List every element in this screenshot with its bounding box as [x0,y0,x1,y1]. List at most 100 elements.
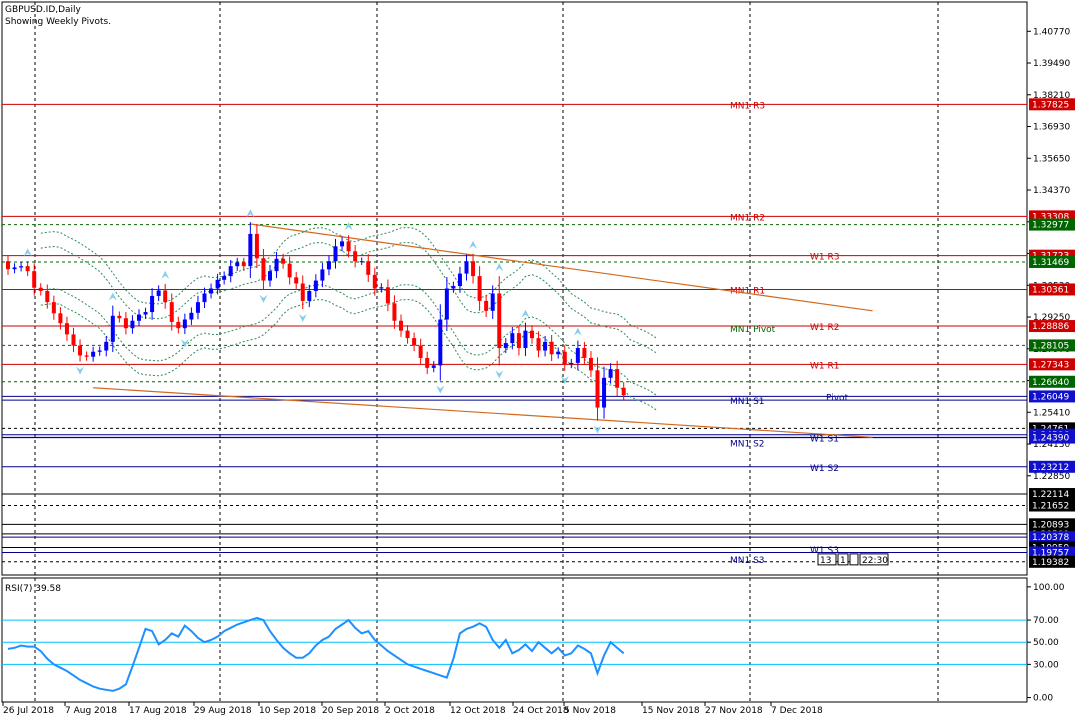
candle [241,257,246,271]
candle [58,307,63,330]
price-tick-label: 1.40770 [1033,27,1070,37]
rsi-line [7,616,625,692]
price-level-label: 1.32977 [1032,221,1069,231]
price-level-label: 1.26049 [1032,392,1069,402]
rsi-layer [2,616,1027,692]
candle [123,312,128,335]
level-label: W1 R3 [810,253,839,263]
fractal-down-icon [180,339,189,348]
candle [189,307,194,325]
rsi-tick-label: 30.00 [1033,660,1059,670]
candle [588,351,593,378]
candle [195,295,200,320]
candle [621,382,626,401]
timer-label: 13 [820,556,831,566]
main-plot-frame [1,1,1028,576]
price-level-box [1029,499,1075,512]
time-tick-label: 7 Aug 2018 [65,706,117,716]
price-level-label: 1.37825 [1032,100,1069,110]
candle [333,238,338,269]
candle [359,257,364,265]
envelope-band [40,241,657,354]
candle [182,313,187,335]
candle [602,366,607,419]
candle [307,284,312,308]
time-tick-label: 20 Sep 2018 [322,706,379,716]
rsi-plot-frame [1,577,1028,703]
fractal-down-icon [298,313,307,322]
price-level-box [1029,531,1075,544]
candle [562,344,567,371]
price-level-box [1029,518,1075,531]
price-level-box [1029,546,1075,559]
fractal-down-icon [259,294,268,303]
level-label: MN1 S1 [730,397,765,407]
candle [287,256,292,285]
price-level-label: 1.23212 [1032,463,1069,473]
candle [320,262,325,288]
candle [215,273,220,295]
candle [228,259,233,283]
candle [536,331,541,358]
candle [503,338,508,353]
fractal-up-icon [23,248,32,257]
chart-subtitle: Showing Weekly Pivots. [5,17,111,27]
price-level-box [1029,98,1075,111]
price-tick-label: 1.25410 [1033,408,1070,418]
candle [451,281,456,293]
chart-title: GBPUSD.ID,Daily [5,5,82,15]
price-level-box [1029,375,1075,388]
level-label: MN1 R1 [730,286,765,296]
price-level-label: 1.19757 [1032,549,1069,559]
time-tick-label: 2 Oct 2018 [385,706,435,716]
candle [104,335,109,357]
candle [248,222,253,278]
candle [64,316,69,341]
level-label: MN1 S3 [730,556,765,566]
time-axis: 26 Jul 2018 7 Aug 2018 17 Aug 2018 29 Aug 2… [2,702,823,716]
candle [110,305,115,353]
price-level-box [1029,460,1075,473]
time-tick-label: 26 Jul 2018 [3,706,54,716]
candle [615,360,620,397]
timer-box: 13 1 22:30 [817,553,889,566]
price-axis: 1.40770 1.39490 1.38210 1.36930 1.35650 1.343… [817,27,1075,704]
candle [169,293,174,331]
price-level-box [1029,339,1075,352]
price-level-box [1029,218,1075,231]
price-level-label: 1.24390 [1032,434,1069,444]
level-label: MN1 R3 [730,101,765,111]
level-label: MN1 Pivot [730,325,776,335]
price-tick-label: 1.34370 [1033,186,1070,196]
candle [549,335,554,362]
candle [300,275,305,309]
candle [97,346,102,356]
candle [477,266,482,311]
time-tick-label: 24 Oct 2018 [513,706,569,716]
price-level-label: 1.33308 [1032,212,1069,222]
price-tick-label: 1.24130 [1033,440,1070,450]
rsi-tick-label: 100.00 [1033,583,1065,593]
fractal-down-icon [560,375,569,384]
price-tick-label: 1.29250 [1033,313,1070,323]
candle [12,263,17,274]
price-level-label: 1.20378 [1032,533,1069,543]
candle [281,253,286,269]
candle [431,361,436,373]
level-label: MN1 R2 [730,213,765,223]
fractal-down-icon [76,366,85,375]
candle [464,254,469,281]
candle [176,316,181,334]
candle [294,272,299,289]
candle [235,257,240,271]
candle [143,307,148,319]
candle [71,327,76,353]
candle [457,266,462,293]
candle [313,274,318,298]
candle [222,271,227,285]
candle [254,224,259,269]
price-tick-label: 1.22850 [1033,472,1070,482]
lower-trendline [93,387,873,438]
candle [346,235,351,258]
